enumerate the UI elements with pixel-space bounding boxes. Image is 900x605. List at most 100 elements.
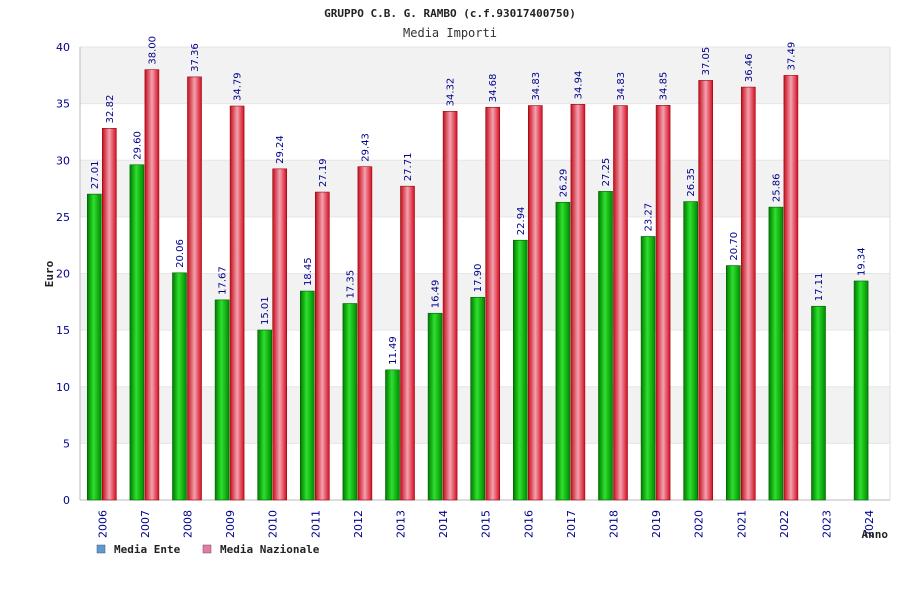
y-tick-label: 25	[56, 211, 70, 224]
legend-swatch	[96, 544, 106, 554]
x-tick-label: 2020	[693, 510, 706, 538]
data-label-media-ente: 27.25	[601, 158, 612, 187]
data-label-media-ente: 23.27	[644, 203, 655, 232]
bar-media-nazionale	[740, 86, 756, 501]
x-tick-label: 2021	[735, 510, 748, 538]
bar-media-ente	[385, 369, 400, 501]
data-label-media-nazionale: 27.19	[318, 158, 329, 187]
bar-media-nazionale	[655, 105, 671, 501]
bar-media-nazionale	[357, 166, 373, 501]
data-label-media-nazionale: 37.36	[190, 43, 201, 72]
x-tick-label: 2014	[437, 510, 450, 538]
data-label-media-nazionale: 34.94	[573, 71, 584, 100]
data-label-media-ente: 26.29	[558, 169, 569, 198]
bar-media-ente	[172, 272, 187, 501]
data-label-media-ente: 18.45	[303, 257, 314, 286]
x-tick-label: 2018	[608, 510, 621, 538]
x-tick-label: 2009	[224, 510, 237, 538]
bar-media-ente	[129, 164, 145, 501]
data-label-media-ente: 29.60	[132, 131, 143, 160]
data-label-media-ente: 19.34	[857, 247, 868, 276]
x-tick-label: 2006	[96, 510, 109, 538]
data-label-media-ente: 15.01	[260, 296, 271, 325]
legend: Media Ente Media Nazionale	[96, 543, 320, 556]
data-label-media-nazionale: 27.71	[403, 153, 414, 182]
x-tick-label: 2012	[352, 510, 365, 538]
bar-media-nazionale	[187, 76, 202, 501]
data-label-media-nazionale: 32.82	[105, 95, 116, 124]
data-label-media-ente: 20.06	[175, 239, 186, 268]
x-tick-label: 2023	[821, 510, 834, 538]
x-tick-label: 2013	[395, 510, 408, 538]
bar-media-ente	[87, 193, 102, 501]
data-label-media-nazionale: 36.46	[744, 53, 755, 82]
data-label-media-nazionale: 34.83	[531, 72, 542, 101]
bar-media-ente	[512, 239, 528, 501]
x-tick-label: 2008	[182, 510, 195, 538]
legend-label: Media Ente	[114, 543, 181, 556]
data-label-media-nazionale: 37.49	[786, 42, 797, 71]
bar-media-nazionale	[144, 69, 160, 501]
bar-media-ente	[683, 201, 699, 501]
legend-label: Media Nazionale	[220, 543, 320, 556]
x-tick-label: 2011	[309, 510, 322, 538]
y-tick-label: 15	[56, 324, 70, 337]
y-tick-label: 5	[63, 437, 70, 450]
y-tick-label: 0	[63, 494, 70, 507]
x-tick-label: 2007	[139, 510, 152, 538]
bar-media-nazionale	[570, 104, 586, 501]
data-label-media-ente: 27.01	[90, 160, 101, 189]
bar-media-nazionale	[229, 105, 245, 501]
x-tick-label: 2015	[480, 510, 493, 538]
bar-media-nazionale	[272, 168, 288, 501]
data-label-media-nazionale: 34.83	[616, 72, 627, 101]
bar-media-ente	[555, 201, 571, 501]
bar-media-nazionale	[698, 80, 714, 501]
legend-swatch	[202, 544, 212, 554]
bars-group: 27.01 29.60 20.06 17.67 15.01 18.45 17.35 11.49…	[87, 36, 869, 501]
bar-media-ente	[725, 265, 741, 501]
x-tick-label: 2017	[565, 510, 578, 538]
bar-media-ente	[299, 290, 315, 501]
data-label-media-ente: 16.49	[431, 280, 442, 309]
data-label-media-ente: 25.86	[771, 173, 782, 202]
bar-media-nazionale	[783, 75, 799, 501]
chart-subtitle: Media Importi	[403, 26, 497, 40]
bar-media-ente	[811, 305, 826, 501]
data-label-media-ente: 11.49	[388, 336, 399, 365]
data-label-media-ente: 26.35	[686, 168, 697, 197]
data-label-media-ente: 17.35	[345, 270, 356, 299]
x-axis: 2006 2007 2008 2009 2010 2011 2012 2013 2014 2015…	[96, 510, 876, 538]
bar-media-nazionale	[527, 105, 543, 501]
data-label-media-nazionale: 38.00	[147, 36, 158, 65]
y-axis-label: Euro	[43, 260, 56, 287]
bar-media-ente	[257, 329, 273, 501]
y-axis: 0 5 10 15 20 25 30 35 40	[56, 41, 70, 507]
y-tick-label: 30	[56, 154, 70, 167]
bar-media-ente	[214, 299, 230, 501]
x-tick-label: 2022	[778, 510, 791, 538]
data-label-media-nazionale: 29.24	[275, 135, 286, 164]
data-label-media-ente: 22.94	[516, 207, 527, 236]
data-label-media-nazionale: 29.43	[360, 133, 371, 162]
data-label-media-ente: 17.90	[473, 264, 484, 293]
data-label-media-nazionale: 34.79	[233, 72, 244, 101]
bar-media-nazionale	[102, 128, 117, 501]
data-label-media-nazionale: 37.05	[701, 47, 712, 76]
bar-media-nazionale	[613, 105, 628, 501]
y-tick-label: 20	[56, 268, 70, 281]
bar-media-nazionale	[314, 191, 330, 501]
x-axis-label: Anno	[862, 528, 889, 541]
bar-media-ente	[640, 236, 656, 501]
y-tick-label: 35	[56, 98, 70, 111]
bar-media-nazionale	[400, 185, 415, 501]
bar-media-nazionale	[485, 106, 501, 501]
data-label-media-ente: 17.67	[218, 266, 229, 295]
bar-media-ente	[768, 206, 784, 501]
y-tick-label: 40	[56, 41, 70, 54]
bar-media-ente	[342, 303, 358, 501]
data-label-media-ente: 20.70	[729, 232, 740, 261]
chart-title: GRUPPO C.B. G. RAMBO (c.f.93017400750)	[324, 7, 576, 20]
